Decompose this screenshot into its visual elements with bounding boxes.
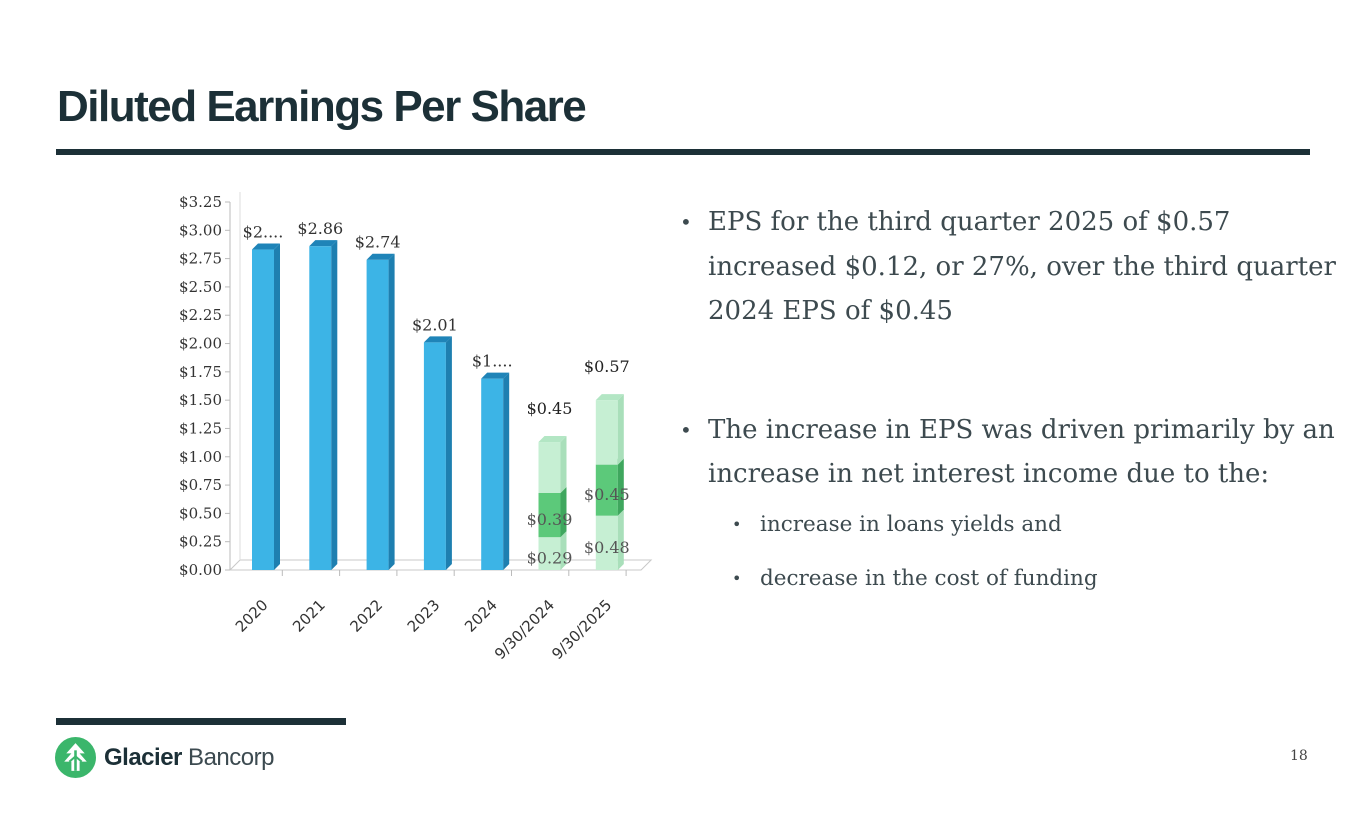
quarter-bar-segment-side — [617, 458, 624, 516]
quarter-bar-segment-side — [560, 436, 567, 494]
sub-bullet-funding-cost: decrease in the cost of funding — [732, 565, 1350, 592]
y-tick-label: $3.25 — [179, 193, 222, 211]
annual-bar-side — [503, 372, 510, 570]
quarter-data-label: $0.48 — [584, 538, 630, 557]
bullet-list: EPS for the third quarter 2025 of $0.57 … — [680, 200, 1350, 592]
slide-title: Diluted Earnings Per Share — [57, 82, 587, 131]
footer-accent-bar — [56, 718, 346, 725]
annual-bar-side — [445, 336, 452, 570]
y-tick-label: $2.75 — [179, 250, 222, 268]
annual-data-label: $2.86 — [297, 219, 343, 238]
quarter-bar-segment-front — [538, 537, 561, 570]
annual-bar-front — [309, 246, 332, 570]
quarter-bar-segment-front — [595, 400, 618, 465]
annual-data-label: $1.... — [472, 352, 513, 371]
quarter-bar-segment-side — [617, 394, 624, 465]
quarter-bar-segment-front — [595, 464, 618, 516]
annual-data-label: $2.01 — [412, 315, 458, 334]
x-tick-label: 2021 — [289, 596, 329, 636]
quarter-data-label: $0.29 — [527, 549, 573, 568]
annual-data-label: $2.... — [243, 223, 284, 242]
quarter-bar-segment-side — [560, 531, 567, 570]
glacier-tree-icon — [55, 737, 96, 778]
annual-bar — [309, 240, 338, 570]
page-number: 18 — [1290, 748, 1308, 764]
quarter-bar-segment-top — [538, 436, 567, 443]
y-tick-label: $0.00 — [179, 561, 222, 579]
annual-bar — [481, 372, 510, 570]
company-logo: Glacier Bancorp — [55, 737, 274, 778]
y-tick-label: $1.50 — [179, 391, 222, 409]
logo-word-bancorp: Bancorp — [181, 743, 274, 771]
sub-bullet-loan-yields: increase in loans yields and — [732, 511, 1350, 538]
quarter-bar-segment-front — [595, 515, 618, 570]
quarter-bar-segment-side — [617, 509, 624, 570]
title-divider — [56, 149, 1310, 155]
logo-wordmark: Glacier Bancorp — [104, 744, 274, 772]
chart-floor — [228, 559, 653, 571]
annual-bar-side — [388, 253, 395, 571]
x-tick-label: 9/30/2024 — [491, 596, 558, 663]
quarter-data-label: $0.39 — [527, 510, 573, 529]
annual-bar-front — [366, 259, 389, 570]
annual-bar-front — [423, 342, 446, 570]
annual-bar-side — [331, 240, 338, 570]
x-tick-label: 2022 — [346, 596, 386, 636]
quarter-bar-segment-top — [595, 394, 624, 401]
annual-data-label: $2.74 — [355, 233, 401, 252]
y-tick-label: $1.75 — [179, 363, 222, 381]
y-tick-label: $2.00 — [179, 335, 222, 353]
x-tick-label: 2023 — [404, 596, 444, 636]
y-tick-label: $0.50 — [179, 504, 222, 522]
annual-bar-top — [252, 243, 280, 250]
y-tick-label: $0.25 — [179, 533, 222, 551]
quarter-bar-segment-front — [538, 442, 561, 494]
annual-bar — [366, 253, 395, 571]
x-tick-label: 9/30/2025 — [548, 596, 615, 663]
bullet-q3-eps: EPS for the third quarter 2025 of $0.57 … — [680, 200, 1350, 334]
quarter-data-label: $0.45 — [584, 485, 630, 504]
annual-bar-side — [274, 243, 280, 570]
annual-bar-top — [366, 253, 395, 260]
annual-bar-top — [309, 240, 338, 247]
annual-bar — [252, 243, 280, 570]
y-tick-label: $2.25 — [179, 306, 222, 324]
eps-bar-chart: $0.00 $0.25 $0.50 $0.75 $1.00 $1.25 $1.50 $1.75… — [179, 192, 653, 663]
annual-bar-front — [481, 378, 504, 570]
quarter-bar-segment — [595, 394, 624, 465]
y-tick-label: $3.00 — [179, 221, 222, 239]
annual-bar-front — [252, 249, 274, 570]
quarter-data-label: $0.45 — [527, 399, 573, 418]
quarter-data-label: $0.57 — [584, 357, 630, 376]
logo-word-glacier: Glacier — [104, 743, 182, 771]
quarter-bar-segment — [538, 436, 567, 494]
bullet-eps-drivers: The increase in EPS was driven primarily… — [680, 408, 1350, 497]
x-tick-label: 2020 — [232, 596, 272, 636]
y-tick-label: $1.00 — [179, 448, 222, 466]
x-tick-label: 2024 — [461, 596, 501, 636]
y-tick-label: $1.25 — [179, 419, 222, 437]
quarter-bar-segment-front — [538, 493, 561, 538]
y-tick-label: $2.50 — [179, 278, 222, 296]
annual-bar — [423, 336, 452, 570]
annual-bar-top — [423, 336, 452, 343]
quarter-bar-segment-side — [560, 487, 567, 538]
y-tick-label: $0.75 — [179, 476, 222, 494]
annual-bar-top — [481, 372, 510, 379]
